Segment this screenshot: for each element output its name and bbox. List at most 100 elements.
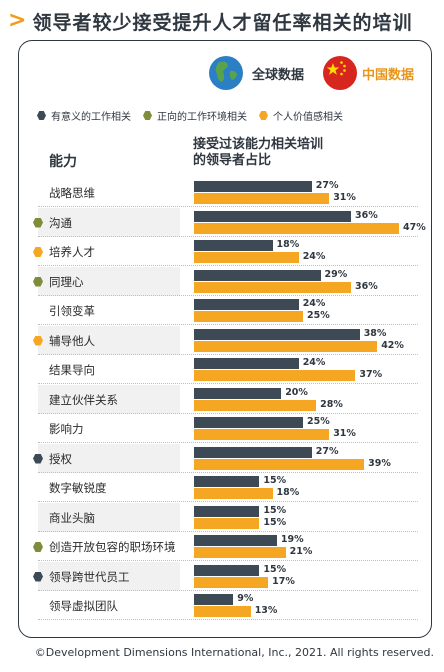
bar-china — [194, 576, 269, 588]
hexagon-icon — [143, 111, 152, 120]
category-label: 领导跨世代员工 — [49, 569, 130, 584]
chart-row: 战略思维 27% 31% — [0, 178, 444, 207]
hexagon-icon — [33, 335, 43, 346]
bar-global — [194, 210, 351, 222]
china-flag-icon — [323, 56, 357, 90]
legend-label: 有意义的工作相关 — [51, 112, 131, 123]
bar-global — [194, 594, 234, 605]
row-divider — [38, 560, 418, 561]
row-divider — [38, 589, 418, 591]
chart-row: 沟通 36% 47% — [0, 207, 444, 237]
chevron-right-icon: > — [8, 8, 27, 33]
row-divider — [38, 501, 418, 502]
value-label-china: 15% — [263, 516, 287, 528]
global-data-label: 全球数据 — [252, 68, 305, 83]
value-label-global: 18% — [276, 239, 300, 250]
chart-row: 创造开放包容的职场环境 19% 21% — [0, 532, 444, 561]
row-shade — [38, 561, 180, 591]
row-divider — [38, 530, 418, 532]
chart-row: 结果导向 24% 37% — [0, 355, 444, 384]
bar-china — [194, 547, 286, 558]
row-shade — [38, 443, 180, 473]
category-label: 辅导他人 — [49, 333, 95, 348]
value-label-china: 13% — [254, 605, 278, 616]
copyright-footer: ©Development Dimensions International, I… — [34, 646, 434, 659]
value-label-china: 17% — [272, 575, 295, 587]
page-title: 领导者较少接受提升人才留任率相关的培训 — [32, 11, 413, 34]
category-label: 授权 — [49, 451, 72, 466]
value-label-china: 36% — [355, 280, 378, 292]
value-label-china: 47% — [403, 221, 426, 233]
column-title-line: 接受过该能力相关培训 — [193, 137, 324, 152]
legend-item-personal-value: 个人价值感相关 — [259, 108, 343, 123]
bar-global — [194, 240, 273, 251]
bar-global — [194, 269, 321, 281]
value-label-china: 21% — [289, 546, 313, 557]
bar-global — [194, 328, 360, 340]
hexagon-icon — [33, 217, 43, 228]
chart-row: 领导跨世代员工 15% 17% — [0, 561, 444, 591]
value-label-global: 27% — [315, 445, 339, 457]
hexagon-icon — [33, 276, 43, 287]
bar-global — [194, 299, 299, 310]
title-row: > 领导者较少接受提升人才留任率相关的培训 — [8, 6, 412, 36]
hexagon-icon — [33, 247, 43, 257]
bar-china — [194, 252, 299, 263]
row-shade — [38, 502, 180, 532]
value-label-china: 31% — [333, 192, 356, 203]
category-label: 结果导向 — [49, 363, 95, 377]
category-label: 建立伙伴关系 — [49, 392, 118, 407]
legend-item-positive-environment: 正向的工作环境相关 — [143, 108, 247, 123]
chart-row: 商业头脑 15% 15% — [0, 502, 444, 532]
value-label-china: 28% — [320, 398, 343, 410]
column-title-line: 的领导者占比 — [193, 153, 272, 168]
value-label-china: 25% — [307, 310, 330, 321]
value-label-global: 15% — [263, 563, 287, 575]
bar-china — [194, 429, 330, 440]
value-label-global: 19% — [280, 534, 304, 545]
chart-row: 同理心 29% 36% — [0, 266, 444, 296]
column-title: 接受过该能力相关培训 的领导者占比 — [193, 137, 413, 169]
bar-china — [194, 399, 317, 411]
row-divider — [38, 353, 418, 355]
hexagon-icon — [37, 111, 46, 120]
bar-china — [194, 488, 273, 499]
row-divider — [38, 294, 418, 296]
row-shade — [38, 384, 180, 414]
value-label-china: 42% — [381, 339, 404, 351]
bar-china — [194, 193, 330, 204]
value-label-global: 24% — [302, 357, 326, 368]
category-label: 培养人才 — [49, 245, 95, 259]
column-caption: 能力 — [49, 154, 77, 170]
bar-global — [194, 564, 260, 576]
bar-global — [194, 505, 260, 517]
value-label-global: 25% — [307, 416, 330, 427]
legend-label: 个人价值感相关 — [273, 112, 343, 123]
hexagon-icon — [259, 111, 268, 120]
value-label-china: 31% — [333, 428, 356, 439]
legend: 有意义的工作相关 正向的工作环境相关 个人价值感相关 — [37, 108, 355, 123]
row-divider — [38, 471, 418, 473]
bar-china — [194, 222, 399, 234]
value-label-china: 39% — [368, 457, 391, 469]
value-label-global: 29% — [324, 268, 348, 280]
bar-global — [194, 535, 277, 546]
row-divider — [38, 442, 418, 443]
category-label: 商业头脑 — [49, 510, 95, 525]
bar-china — [194, 606, 251, 617]
category-label: 创造开放包容的职场环境 — [49, 540, 176, 554]
row-divider — [38, 383, 418, 384]
chart-row: 辅导他人 38% 42% — [0, 325, 444, 355]
chart-row: 引领变革 24% 25% — [0, 296, 444, 325]
row-divider — [38, 206, 418, 207]
value-label-china: 24% — [302, 251, 326, 262]
value-label-global: 9% — [237, 593, 254, 604]
bar-global — [194, 476, 260, 487]
bar-global — [194, 181, 312, 192]
value-label-global: 27% — [315, 180, 339, 191]
bar-china — [194, 311, 303, 322]
category-label: 引领变革 — [49, 304, 95, 318]
chart-row: 建立伙伴关系 20% 28% — [0, 384, 444, 414]
hexagon-icon — [33, 453, 43, 464]
category-label: 影响力 — [49, 422, 84, 436]
